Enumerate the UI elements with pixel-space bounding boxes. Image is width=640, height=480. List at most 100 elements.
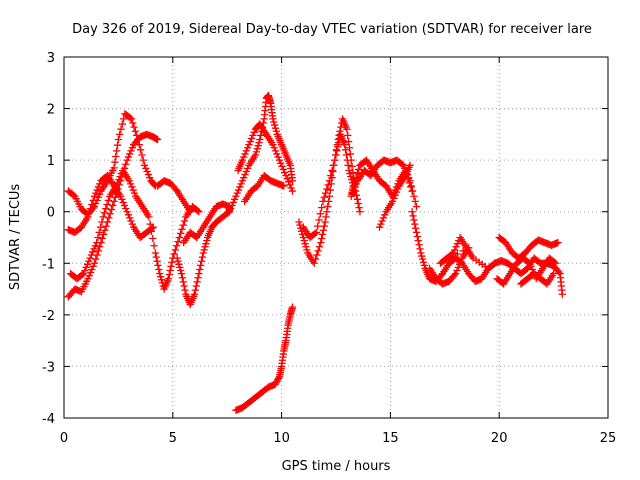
data-point-plus — [323, 185, 331, 193]
data-point-plus — [347, 192, 355, 200]
data-point-plus — [96, 223, 105, 231]
data-point-plus — [123, 208, 131, 216]
data-point-plus — [175, 233, 183, 242]
data-point-plus — [130, 189, 139, 197]
data-point-plus — [331, 156, 339, 164]
data-point-plus — [346, 150, 355, 158]
data-point-plus — [89, 248, 97, 256]
data-point-plus — [96, 180, 104, 188]
data-point-plus — [244, 144, 252, 152]
data-point-plus — [228, 201, 236, 210]
data-point-plus — [116, 130, 124, 139]
data-point-plus — [301, 240, 309, 248]
data-point-plus — [88, 265, 96, 274]
data-point-plus — [179, 278, 187, 286]
data-point-plus — [238, 177, 247, 185]
data-point-plus — [90, 245, 98, 253]
data-point-plus — [398, 160, 406, 168]
data-point-plus — [94, 193, 103, 201]
data-point-plus — [455, 260, 464, 268]
data-point-plus — [348, 189, 357, 197]
data-point-plus — [451, 246, 459, 254]
data-point-plus — [418, 252, 426, 260]
data-point-plus — [347, 172, 355, 181]
grid-lines — [64, 57, 608, 418]
data-point-plus — [288, 187, 297, 195]
data-points — [64, 92, 566, 414]
data-point-plus — [174, 257, 182, 265]
data-point-plus — [84, 213, 92, 221]
data-point-plus — [110, 164, 118, 172]
data-point-plus — [270, 121, 279, 129]
data-point-plus — [170, 250, 178, 258]
data-point-plus — [125, 177, 133, 185]
data-point-plus — [353, 195, 361, 203]
data-point-plus — [95, 228, 103, 236]
data-point-plus — [173, 254, 181, 262]
data-point-plus — [288, 303, 297, 311]
data-point-plus — [117, 125, 125, 133]
data-point-plus — [328, 166, 336, 175]
data-point-plus — [234, 186, 243, 194]
y-tick-label: 0 — [47, 206, 55, 221]
data-point-plus — [196, 265, 204, 274]
data-point-plus — [144, 170, 153, 179]
data-point-plus — [355, 203, 363, 212]
data-point-plus — [177, 269, 186, 278]
data-point-plus — [146, 220, 154, 228]
data-point-plus — [391, 191, 399, 199]
data-point-plus — [407, 183, 415, 191]
data-point-plus — [190, 290, 199, 298]
y-tick-label: -1 — [42, 257, 55, 272]
data-point-plus — [354, 199, 362, 208]
data-point-plus — [166, 266, 174, 275]
data-point-plus — [93, 251, 101, 259]
data-point-plus — [321, 218, 329, 226]
data-point-plus — [314, 222, 322, 230]
data-point-plus — [299, 233, 308, 242]
data-point-plus — [96, 190, 104, 198]
data-point-plus — [118, 120, 126, 128]
data-point-plus — [250, 128, 258, 136]
data-point-plus — [319, 197, 327, 206]
data-point-plus — [168, 258, 176, 266]
data-point-plus — [253, 145, 261, 153]
data-point-plus — [314, 247, 322, 255]
data-point-plus — [152, 253, 160, 261]
data-point-plus — [154, 261, 162, 269]
data-point-plus — [280, 182, 288, 190]
data-point-plus — [112, 152, 120, 161]
data-point-plus — [86, 204, 95, 213]
data-point-plus — [94, 233, 102, 242]
data-point-plus — [327, 171, 335, 180]
data-point-plus — [329, 161, 338, 169]
data-point-plus — [356, 208, 364, 216]
data-point-plus — [390, 194, 398, 202]
data-point-plus — [98, 218, 106, 226]
y-tick-label: -3 — [42, 360, 55, 375]
y-tick-label: 3 — [47, 51, 55, 66]
data-point-plus — [171, 246, 180, 254]
data-point-plus — [176, 266, 185, 275]
data-point-plus — [270, 118, 278, 126]
data-point-plus — [126, 150, 134, 158]
data-point-plus — [179, 221, 187, 229]
data-point-plus — [286, 181, 294, 189]
data-point-plus — [278, 162, 286, 170]
data-point-plus — [126, 180, 135, 188]
data-point-plus — [104, 196, 113, 205]
data-point-plus — [110, 197, 118, 206]
data-point-plus — [85, 257, 93, 265]
data-point-plus — [176, 229, 185, 238]
data-point-plus — [93, 186, 101, 194]
data-point-plus — [275, 156, 284, 164]
data-point-plus — [129, 186, 137, 194]
data-point-plus — [140, 161, 149, 169]
data-point-plus — [315, 243, 324, 251]
data-point-plus — [151, 249, 160, 257]
data-point-plus — [127, 147, 135, 155]
data-point-plus — [113, 147, 121, 155]
data-point-plus — [156, 273, 165, 281]
data-point-plus — [316, 210, 324, 218]
data-point-plus — [109, 201, 117, 210]
